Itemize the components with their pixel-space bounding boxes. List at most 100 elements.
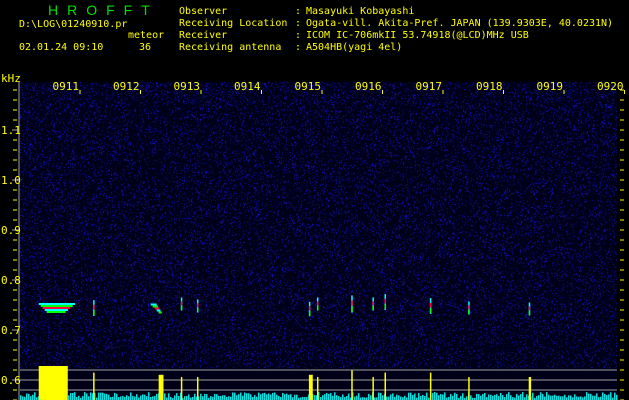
histogram-signal-bar [196, 377, 199, 400]
histogram-noise-bar [574, 394, 576, 400]
histogram-noise-bar [518, 395, 520, 400]
histogram-noise-bar [460, 395, 462, 400]
histogram-noise-bar [276, 394, 278, 400]
histogram-noise-bar [338, 396, 340, 400]
histogram-noise-bar [412, 394, 414, 400]
histogram-noise-bar [330, 392, 332, 400]
histogram-noise-bar [288, 394, 290, 400]
histogram-noise-bar [594, 395, 596, 400]
histogram-noise-bar [564, 394, 566, 400]
histogram-noise-bar [440, 394, 442, 400]
meteor-label: meteor [128, 30, 165, 41]
histogram-noise-bar [554, 394, 556, 400]
histogram-noise-bar [390, 394, 392, 400]
histogram-noise-bar [596, 393, 598, 400]
histogram-noise-bar [174, 395, 176, 400]
histogram-noise-bar [212, 396, 214, 400]
histogram-noise-bar [506, 394, 508, 400]
histogram-noise-bar [32, 394, 34, 400]
histogram-noise-bar [256, 396, 258, 400]
histogram-noise-bar [148, 392, 150, 400]
histogram-noise-bar [112, 396, 114, 400]
histogram-noise-bar [134, 396, 136, 400]
y-axis-label: kHz [1, 72, 21, 85]
histogram-noise-bar [418, 393, 420, 400]
histogram-noise-bar [210, 396, 212, 400]
histogram-noise-bar [400, 396, 402, 400]
y-tick-label: 0.6 [1, 374, 21, 387]
histogram-noise-bar [422, 394, 424, 400]
histogram-noise-bar [304, 397, 306, 400]
x-tick-label: 0919 [537, 80, 564, 93]
x-tick-label: 0911 [53, 80, 80, 93]
histogram-noise-bar [482, 394, 484, 400]
histogram-noise-bar [516, 393, 518, 400]
histogram-noise-bar [208, 397, 210, 400]
histogram-noise-bar [92, 393, 94, 400]
histogram-noise-bar [152, 396, 154, 400]
histogram-noise-bar [146, 396, 148, 400]
histogram-noise-bar [402, 397, 404, 400]
histogram-noise-bar [498, 395, 500, 400]
location-value: Ogata-vill. Akita-Pref. JAPAN (139.9303E… [306, 18, 614, 29]
receiver-label: Receiver [179, 30, 228, 41]
histogram-noise-bar [78, 395, 80, 400]
histogram-noise-bar [322, 395, 324, 400]
colon: : [295, 18, 302, 29]
histogram-noise-bar [206, 394, 208, 400]
histogram-noise-bar [252, 396, 254, 400]
histogram-noise-bar [34, 392, 36, 400]
histogram-noise-bar [414, 393, 416, 400]
histogram-noise-bar [332, 395, 334, 400]
histogram-noise-bar [140, 395, 142, 400]
histogram-noise-bar [580, 396, 582, 400]
histogram-noise-bar [292, 397, 294, 400]
histogram-noise-bar [442, 394, 444, 400]
histogram-noise-bar [472, 397, 474, 400]
histogram-noise-bar [244, 392, 246, 400]
histogram-noise-bar [560, 396, 562, 400]
meteor-echo [38, 303, 76, 313]
histogram-noise-bar [102, 392, 104, 400]
histogram-noise-bar [224, 395, 226, 400]
y-tick-label: 1.1 [1, 124, 21, 137]
meteor-echo [150, 303, 162, 314]
histogram-noise-bar [118, 397, 120, 400]
meteor-echo [180, 297, 183, 311]
histogram-noise-bar [346, 395, 348, 400]
histogram-noise-bar [238, 394, 240, 400]
histogram-noise-bar [72, 392, 74, 400]
histogram-noise-bar [320, 396, 322, 400]
histogram-noise-bar [80, 397, 82, 400]
histogram-noise-bar [220, 395, 222, 400]
x-tick-label: 0914 [234, 80, 261, 93]
histogram-noise-bar [324, 394, 326, 400]
histogram-noise-bar [366, 397, 368, 400]
histogram-noise-bar [318, 392, 320, 400]
histogram-noise-bar [126, 395, 128, 400]
histogram-noise-bar [200, 393, 202, 400]
histogram-noise-bar [334, 392, 336, 400]
histogram-noise-bar [532, 392, 534, 400]
histogram-noise-bar [490, 394, 492, 400]
histogram-signal-bar [528, 377, 532, 400]
histogram-noise-bar [248, 393, 250, 400]
histogram-noise-bar [378, 392, 380, 400]
histogram-noise-bar [84, 392, 86, 400]
histogram-noise-bar [104, 393, 106, 400]
histogram-signal-bar [384, 372, 387, 400]
histogram-noise-bar [476, 393, 478, 400]
histogram-noise-bar [376, 397, 378, 400]
histogram-noise-bar [136, 394, 138, 400]
histogram-noise-bar [408, 392, 410, 400]
histogram-noise-bar [164, 393, 166, 400]
histogram-noise-bar [382, 395, 384, 400]
histogram-noise-bar [434, 392, 436, 400]
histogram-noise-bar [82, 396, 84, 400]
histogram-noise-bar [94, 392, 96, 400]
histogram-noise-bar [546, 392, 548, 400]
histogram-noise-bar [36, 397, 38, 400]
histogram-noise-bar [196, 396, 198, 400]
